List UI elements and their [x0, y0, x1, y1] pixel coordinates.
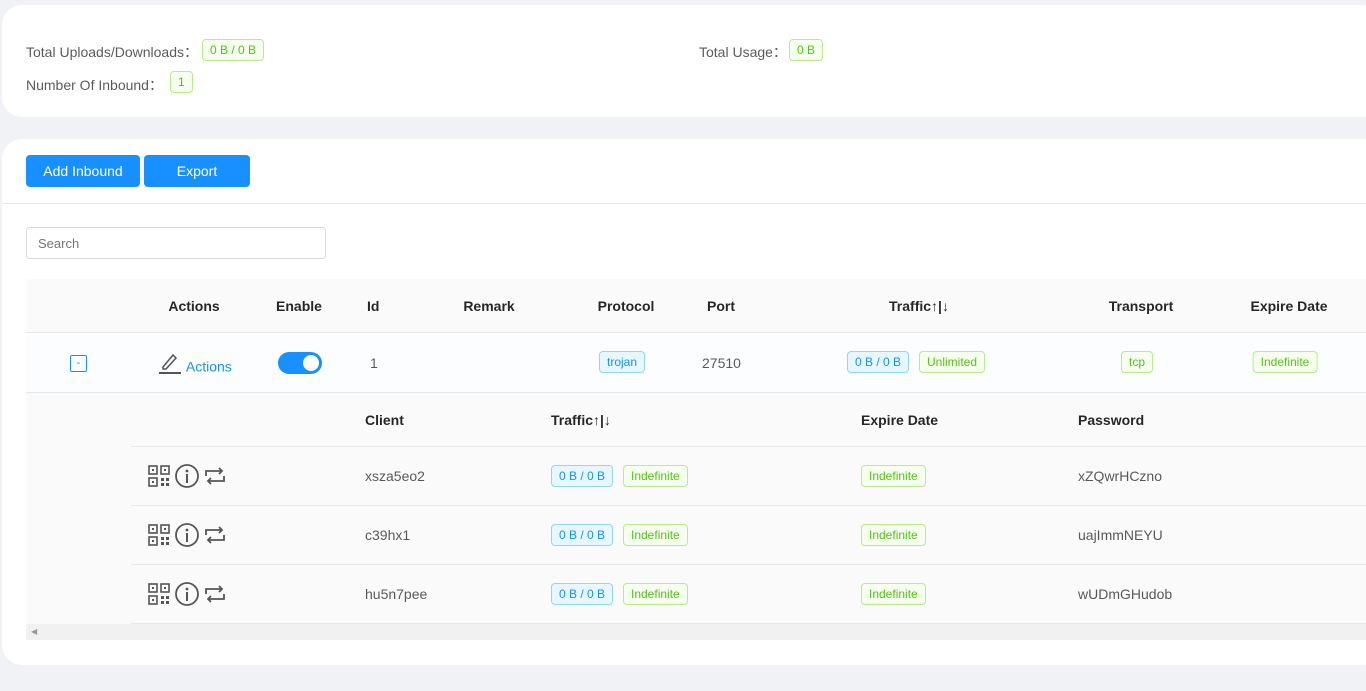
divider — [2, 203, 1366, 204]
client-expire-tag: Indefinite — [861, 465, 926, 487]
collapse-row-button[interactable]: - — [70, 355, 87, 372]
client-traffic-tag: 0 B / 0 B — [551, 583, 614, 605]
info-icon[interactable] — [174, 522, 200, 548]
qrcode-icon[interactable] — [148, 524, 170, 546]
client-actions — [148, 581, 226, 607]
client-name: c39hx1 — [365, 527, 411, 543]
client-password: uajImmNEYU — [1078, 527, 1163, 543]
client-limit-tag: Indefinite — [623, 524, 688, 546]
header-remark: Remark — [463, 298, 515, 314]
inbound-count-tag: 1 — [170, 71, 193, 93]
header-traffic[interactable]: Traffic↑|↓ — [889, 298, 949, 314]
client-expire-tag: Indefinite — [861, 524, 926, 546]
header-transport: Transport — [1108, 298, 1174, 314]
client-row — [131, 447, 1366, 506]
stats-card: Total Uploads/Downloads： 0 B / 0 B Total… — [2, 5, 1366, 117]
header-client-expire: Expire Date — [861, 412, 939, 428]
actions-menu[interactable]: Actions — [158, 350, 232, 375]
qrcode-icon[interactable] — [148, 465, 170, 487]
client-actions — [148, 463, 226, 489]
total-usage-label: Total Usage： — [699, 44, 787, 60]
clients-header — [131, 393, 1366, 447]
header-expire: Expire Date — [1250, 298, 1328, 314]
toggle-knob — [303, 355, 319, 371]
retweet-icon[interactable] — [204, 583, 226, 605]
header-client: Client — [365, 412, 404, 428]
client-name: hu5n7pee — [365, 586, 428, 602]
client-traffic-tag: 0 B / 0 B — [551, 465, 614, 487]
header-actions: Actions — [168, 298, 220, 314]
total-usage-tag: 0 B — [789, 39, 824, 61]
edit-icon — [159, 353, 181, 374]
table-header — [26, 279, 1366, 333]
client-name: xsza5eo2 — [365, 468, 425, 484]
expire-tag: Indefinite — [1252, 351, 1318, 373]
actions-label: Actions — [185, 358, 232, 375]
client-row — [131, 506, 1366, 565]
retweet-icon[interactable] — [204, 465, 226, 487]
protocol-tag: trojan — [598, 351, 646, 373]
expanded-row — [26, 393, 1366, 624]
info-icon[interactable] — [174, 581, 200, 607]
total-updown-tag: 0 B / 0 B — [202, 39, 265, 61]
traffic-limit-tag: Unlimited — [919, 351, 986, 373]
transport-tag: tcp — [1120, 351, 1154, 373]
horizontal-scrollbar[interactable]: ◀ — [26, 624, 1366, 640]
inbound-count-label: Number Of Inbound： — [26, 77, 163, 93]
scroll-left-icon[interactable]: ◀ — [31, 627, 38, 636]
enable-toggle[interactable] — [278, 352, 322, 374]
inbound-id: 1 — [370, 355, 378, 371]
retweet-icon[interactable] — [204, 524, 226, 546]
header-enable: Enable — [276, 298, 322, 314]
header-password: Password — [1078, 412, 1145, 428]
total-updown-label: Total Uploads/Downloads： — [26, 44, 198, 60]
client-password: xZQwrHCzno — [1078, 468, 1163, 484]
header-port: Port — [707, 298, 735, 314]
port-value: 27510 — [702, 355, 741, 371]
client-actions — [148, 522, 226, 548]
client-limit-tag: Indefinite — [623, 465, 688, 487]
client-traffic-tag: 0 B / 0 B — [551, 524, 614, 546]
traffic-tag: 0 B / 0 B — [847, 351, 910, 373]
client-expire-tag: Indefinite — [861, 583, 926, 605]
client-limit-tag: Indefinite — [623, 583, 688, 605]
header-client-traffic[interactable]: Traffic↑|↓ — [551, 412, 611, 428]
client-password: wUDmGHudob — [1078, 586, 1173, 602]
qrcode-icon[interactable] — [148, 583, 170, 605]
client-row — [131, 565, 1366, 624]
search-input[interactable] — [26, 227, 326, 259]
export-links-button[interactable]: Export Links — [144, 155, 250, 211]
header-protocol: Protocol — [597, 298, 655, 314]
info-icon[interactable] — [174, 463, 200, 489]
header-id[interactable]: Id — [367, 298, 380, 314]
add-inbound-button[interactable]: Add Inbound — [26, 155, 140, 187]
